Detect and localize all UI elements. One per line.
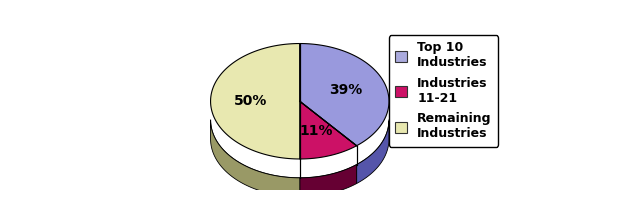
Polygon shape <box>300 165 357 197</box>
Polygon shape <box>357 121 389 184</box>
Polygon shape <box>211 43 300 159</box>
Legend: Top 10
Industries, Industries
11-21, Remaining
Industries: Top 10 Industries, Industries 11-21, Rem… <box>389 35 498 147</box>
Polygon shape <box>211 121 300 197</box>
Text: 11%: 11% <box>300 124 333 138</box>
Text: 50%: 50% <box>234 94 268 108</box>
Polygon shape <box>300 101 357 159</box>
Text: 39%: 39% <box>329 83 363 98</box>
Polygon shape <box>300 43 389 146</box>
